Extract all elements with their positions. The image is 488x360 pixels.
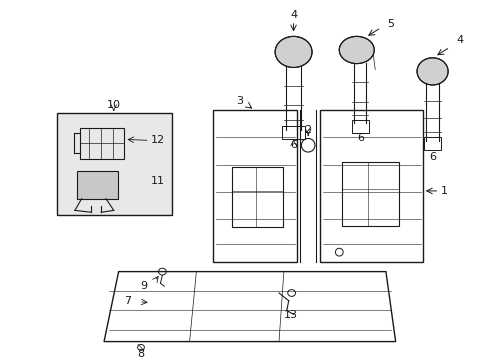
Bar bbox=[57, 113, 172, 215]
Text: 6: 6 bbox=[356, 134, 364, 143]
Text: 12: 12 bbox=[150, 135, 164, 145]
Text: 8: 8 bbox=[137, 349, 144, 359]
Text: 4: 4 bbox=[455, 35, 463, 45]
Text: 9: 9 bbox=[141, 281, 147, 291]
Text: 2: 2 bbox=[304, 125, 311, 135]
Text: 10: 10 bbox=[106, 100, 121, 111]
Bar bbox=[423, 138, 441, 150]
Bar bbox=[80, 128, 124, 159]
Bar bbox=[342, 162, 398, 226]
Text: 6: 6 bbox=[289, 140, 297, 150]
Bar bbox=[282, 126, 305, 139]
Ellipse shape bbox=[339, 36, 373, 64]
Text: 11: 11 bbox=[150, 176, 164, 186]
Text: 4: 4 bbox=[289, 10, 297, 20]
Text: 1: 1 bbox=[440, 186, 447, 196]
Bar bbox=[351, 120, 368, 132]
Bar bbox=[232, 167, 283, 227]
Ellipse shape bbox=[275, 36, 311, 67]
Text: 7: 7 bbox=[124, 296, 131, 306]
Text: 3: 3 bbox=[236, 95, 243, 105]
Ellipse shape bbox=[416, 58, 447, 85]
Text: 6: 6 bbox=[428, 152, 435, 162]
Text: 13: 13 bbox=[284, 310, 297, 320]
Bar bbox=[77, 171, 118, 199]
Text: 5: 5 bbox=[386, 19, 393, 29]
